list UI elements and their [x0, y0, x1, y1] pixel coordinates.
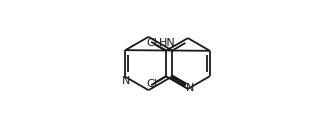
Text: Cl: Cl — [147, 79, 157, 89]
Text: Cl: Cl — [147, 38, 157, 48]
Text: N: N — [186, 83, 194, 92]
Text: N: N — [122, 76, 131, 86]
Text: HN: HN — [159, 38, 176, 49]
